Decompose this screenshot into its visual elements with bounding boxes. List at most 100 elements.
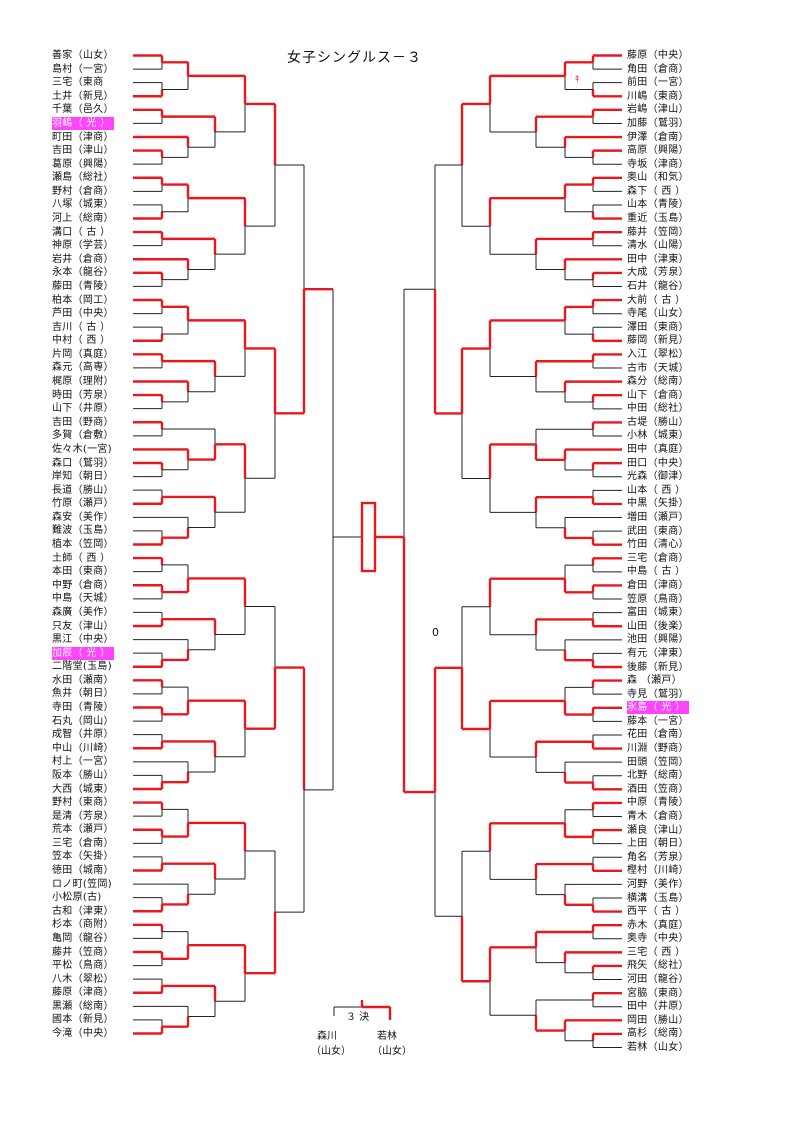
right-player-name: 倉田（津商） <box>627 579 689 591</box>
right-player-name: 若林（山女） <box>627 1042 689 1053</box>
right-player-name: 清水（山陽） <box>627 240 689 252</box>
right-player-name: 高杉（総南） <box>627 1028 689 1040</box>
left-player-name: 國本（新見） <box>52 1014 114 1026</box>
left-player-name: 森廣（美作） <box>52 606 114 618</box>
left-player-name: 加辰（ 光 ） <box>52 646 115 660</box>
left-player-name: 是清（芳泉） <box>52 810 114 822</box>
right-player-name: 河田（龍谷） <box>627 974 689 986</box>
left-player-name: 時田（芳泉） <box>52 389 114 401</box>
right-player-name: 田口（中央） <box>627 457 689 469</box>
third-place-right-name: 若林 <box>377 1031 397 1042</box>
left-player-name: 成智（井原） <box>52 729 114 741</box>
right-player-name: 池田（興陽） <box>627 634 689 646</box>
left-player-name: 藤原（津商） <box>52 987 114 999</box>
left-player-name: 柏本（岡工） <box>52 294 114 306</box>
left-player-name: 中野（倉商） <box>52 579 114 591</box>
final-box <box>360 501 377 573</box>
right-player-name: 笠原（鳥商） <box>627 593 689 605</box>
left-player-name: 土師（ 西 ） <box>52 552 111 564</box>
right-player-name: 大前（ 古 ） <box>627 294 686 306</box>
right-player-name: 角田（倉商） <box>627 63 689 75</box>
right-player-name: 山本（青陵） <box>627 199 689 211</box>
left-player-name: 岸知（朝日） <box>52 471 114 483</box>
right-player-name: 花田（倉南） <box>627 729 689 741</box>
right-player-name: 寺坂（津商） <box>627 158 689 170</box>
left-player-name: 本田（東商） <box>52 566 114 578</box>
right-player-name: 河野（美作） <box>627 878 689 890</box>
right-player-name: 森下（ 西 ） <box>627 185 686 197</box>
left-player-name: 野村（倉商） <box>52 185 114 197</box>
right-player-name: 寺見（鷲羽） <box>627 688 689 700</box>
left-player-name: 只友（津山） <box>52 620 114 632</box>
right-player-name: 飛矢（総社） <box>627 960 689 972</box>
right-player-name: 森 （瀬戸） <box>627 675 682 687</box>
right-player-name: 田中（津東） <box>627 253 689 265</box>
right-player-name: 後藤（新見） <box>627 661 689 673</box>
left-player-name: 片岡（真庭） <box>52 348 114 360</box>
right-player-name: 中田（総社） <box>627 403 689 415</box>
right-player-name: 山下（倉商） <box>627 389 689 401</box>
right-player-name: 竹田（清心） <box>627 539 689 551</box>
left-player-name: 多賀（倉敷） <box>52 430 114 442</box>
left-player-name: 今滝（中央） <box>52 1028 114 1039</box>
right-player-name: 瀬良（津山） <box>627 824 689 836</box>
right-player-name: 澤田（東商） <box>627 321 689 333</box>
right-player-name: 川淵（野商） <box>627 743 689 755</box>
right-player-name: 三宅（ 西 ） <box>627 946 686 958</box>
left-player-name: 大西（城東） <box>52 783 114 795</box>
right-player-name: 光森（御津） <box>627 471 689 483</box>
left-player-name: 水田（瀬南） <box>52 674 114 686</box>
left-player-name: 森元（高専） <box>52 362 114 374</box>
left-player-name: 長道（勝山） <box>52 484 114 496</box>
left-player-name: 山下（井原） <box>52 403 114 415</box>
right-player-name: 岡田（勝山） <box>627 1014 689 1026</box>
left-player-name: 荒本（瀬戸） <box>52 824 114 836</box>
left-player-name: 三宅（倉南） <box>52 837 114 849</box>
left-player-name: 永本（龍谷） <box>52 267 114 279</box>
left-player-name: 黒瀬（総南） <box>52 1000 114 1012</box>
left-player-name: 瀬島（総社） <box>52 172 114 184</box>
left-player-name: 竹原（瀬戸） <box>52 498 114 510</box>
page-title: 女子シングルス－３ <box>287 50 422 66</box>
right-player-name: 三宅（倉商） <box>627 552 689 564</box>
left-player-name: 善家（山女） <box>52 50 114 61</box>
left-player-name: 土井（新見） <box>52 90 114 102</box>
right-player-name: 大成（芳泉） <box>627 267 689 279</box>
left-player-name: 吉田（津山） <box>52 145 114 157</box>
right-player-name: 西平（ 古 ） <box>627 906 686 918</box>
left-player-name: 町田（津商） <box>52 131 114 143</box>
left-player-name: 島村（一宮） <box>52 63 114 75</box>
left-player-name: 植本（笠岡） <box>52 539 114 550</box>
left-player-name: 三宅（東商 <box>52 77 104 89</box>
right-player-name: 中原（青陵） <box>627 797 689 809</box>
left-player-name: 佐々木(一宮) <box>52 443 112 455</box>
left-player-name: 阪本（勝山） <box>52 769 114 781</box>
right-player-name: 伊澤（倉南） <box>627 131 689 143</box>
right-player-name: 中黒（矢掛） <box>627 498 689 510</box>
left-player-name: 亀岡（龍谷） <box>52 932 114 944</box>
left-player-name: ロノ町(笠岡) <box>52 878 112 890</box>
right-player-name: 川嶋（東商） <box>627 90 689 102</box>
left-player-name: 石丸（岡山） <box>52 715 114 727</box>
right-player-name: 小林（城東） <box>627 430 689 442</box>
left-player-name: 寺田（青陵） <box>52 702 114 713</box>
left-player-name: 黒江（中央） <box>52 634 114 646</box>
right-player-name: 田中（井原） <box>627 1001 689 1013</box>
right-player-name: 武田（東商） <box>627 525 689 537</box>
right-player-name: 中島（ 古 ） <box>627 566 686 578</box>
right-player-name: 山本（ 西 ） <box>627 484 686 496</box>
small-mark: ｷ <box>575 75 580 85</box>
right-player-name: 古市（天城） <box>627 362 689 374</box>
third-place-left-school: （山女） <box>311 1046 351 1057</box>
right-player-name: 横溝（玉島） <box>627 892 689 904</box>
right-player-name: 加藤（鷲羽） <box>627 117 689 129</box>
right-player-name: 藤原（中央） <box>627 50 689 61</box>
left-player-name: 八木（翠松） <box>52 973 114 985</box>
right-player-name: 寺尾（山女） <box>627 308 689 320</box>
right-player-name: 田頭（笠岡） <box>627 756 689 768</box>
right-player-name: 上田（朝日） <box>627 838 689 850</box>
right-player-name: 森分（総南） <box>627 376 689 388</box>
left-player-name: 吉川（ 古 ） <box>52 321 111 333</box>
right-player-name: 増田（瀬戸） <box>627 512 689 524</box>
